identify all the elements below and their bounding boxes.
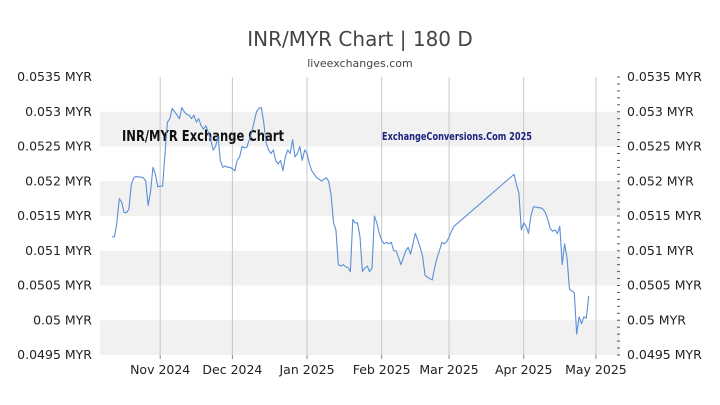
y-tick-label-right: 0.0535 MYR (627, 69, 702, 84)
x-tick-label: Dec 2024 (202, 362, 262, 377)
y-tick-label-right: 0.05 MYR (627, 312, 686, 327)
y-tick-label-right: 0.051 MYR (627, 243, 694, 258)
x-tick-label: Mar 2025 (419, 362, 478, 377)
y-tick-label-left: 0.0495 MYR (17, 347, 92, 362)
y-tick-label-left: 0.053 MYR (25, 104, 92, 119)
background-band (100, 146, 620, 182)
series-group (112, 107, 590, 335)
background-bands (100, 77, 620, 355)
y-tick-label-left: 0.0525 MYR (17, 139, 92, 154)
y-tick-label-left: 0.05 MYR (33, 312, 92, 327)
y-tick-label-right: 0.052 MYR (627, 173, 694, 188)
series-line (112, 107, 590, 335)
y-tick-label-right: 0.0525 MYR (627, 139, 702, 154)
chart-title: INR/MYR Chart | 180 D (247, 27, 473, 51)
y-tick-label-right: 0.0495 MYR (627, 347, 702, 362)
y-tick-label-right: 0.053 MYR (627, 104, 694, 119)
x-tick-label: Feb 2025 (353, 362, 411, 377)
y-axis-minor-ticks (617, 76, 620, 356)
vertical-gridlines (159, 77, 597, 355)
background-band (100, 320, 620, 355)
y-tick-label-left: 0.0515 MYR (17, 208, 92, 223)
y-tick-label-left: 0.0505 MYR (17, 278, 92, 293)
y-tick-label-left: 0.051 MYR (25, 243, 92, 258)
y-axis-left: 0.0535 MYR 0.053 MYR 0.0525 MYR 0.052 MYR 0.… (17, 69, 92, 362)
annotation-left: INR/MYR Exchange Chart (122, 127, 284, 145)
annotation-right: ExchangeConversions.Com 2025 (382, 130, 532, 143)
x-tick-label: Apr 2025 (495, 362, 552, 377)
background-band (100, 250, 620, 286)
y-tick-label-right: 0.0505 MYR (627, 278, 702, 293)
x-axis: Nov 2024 Dec 2024 Jan 2025 Feb 2025 Mar 2025… (130, 355, 627, 377)
background-band (100, 181, 620, 216)
y-tick-label-right: 0.0515 MYR (627, 208, 702, 223)
x-tick-label: May 2025 (565, 362, 627, 377)
x-tick-label: Jan 2025 (279, 362, 335, 377)
background-band (100, 77, 620, 112)
y-axis-right: 0.0535 MYR 0.053 MYR 0.0525 MYR 0.052 MYR 0.… (627, 69, 702, 362)
chart-subtitle: liveexchanges.com (307, 57, 412, 70)
x-tick-label: Nov 2024 (130, 362, 190, 377)
background-band (100, 111, 620, 147)
y-tick-label-left: 0.0535 MYR (17, 69, 92, 84)
background-band (100, 216, 620, 251)
background-band (100, 285, 620, 321)
y-tick-label-left: 0.052 MYR (25, 173, 92, 188)
